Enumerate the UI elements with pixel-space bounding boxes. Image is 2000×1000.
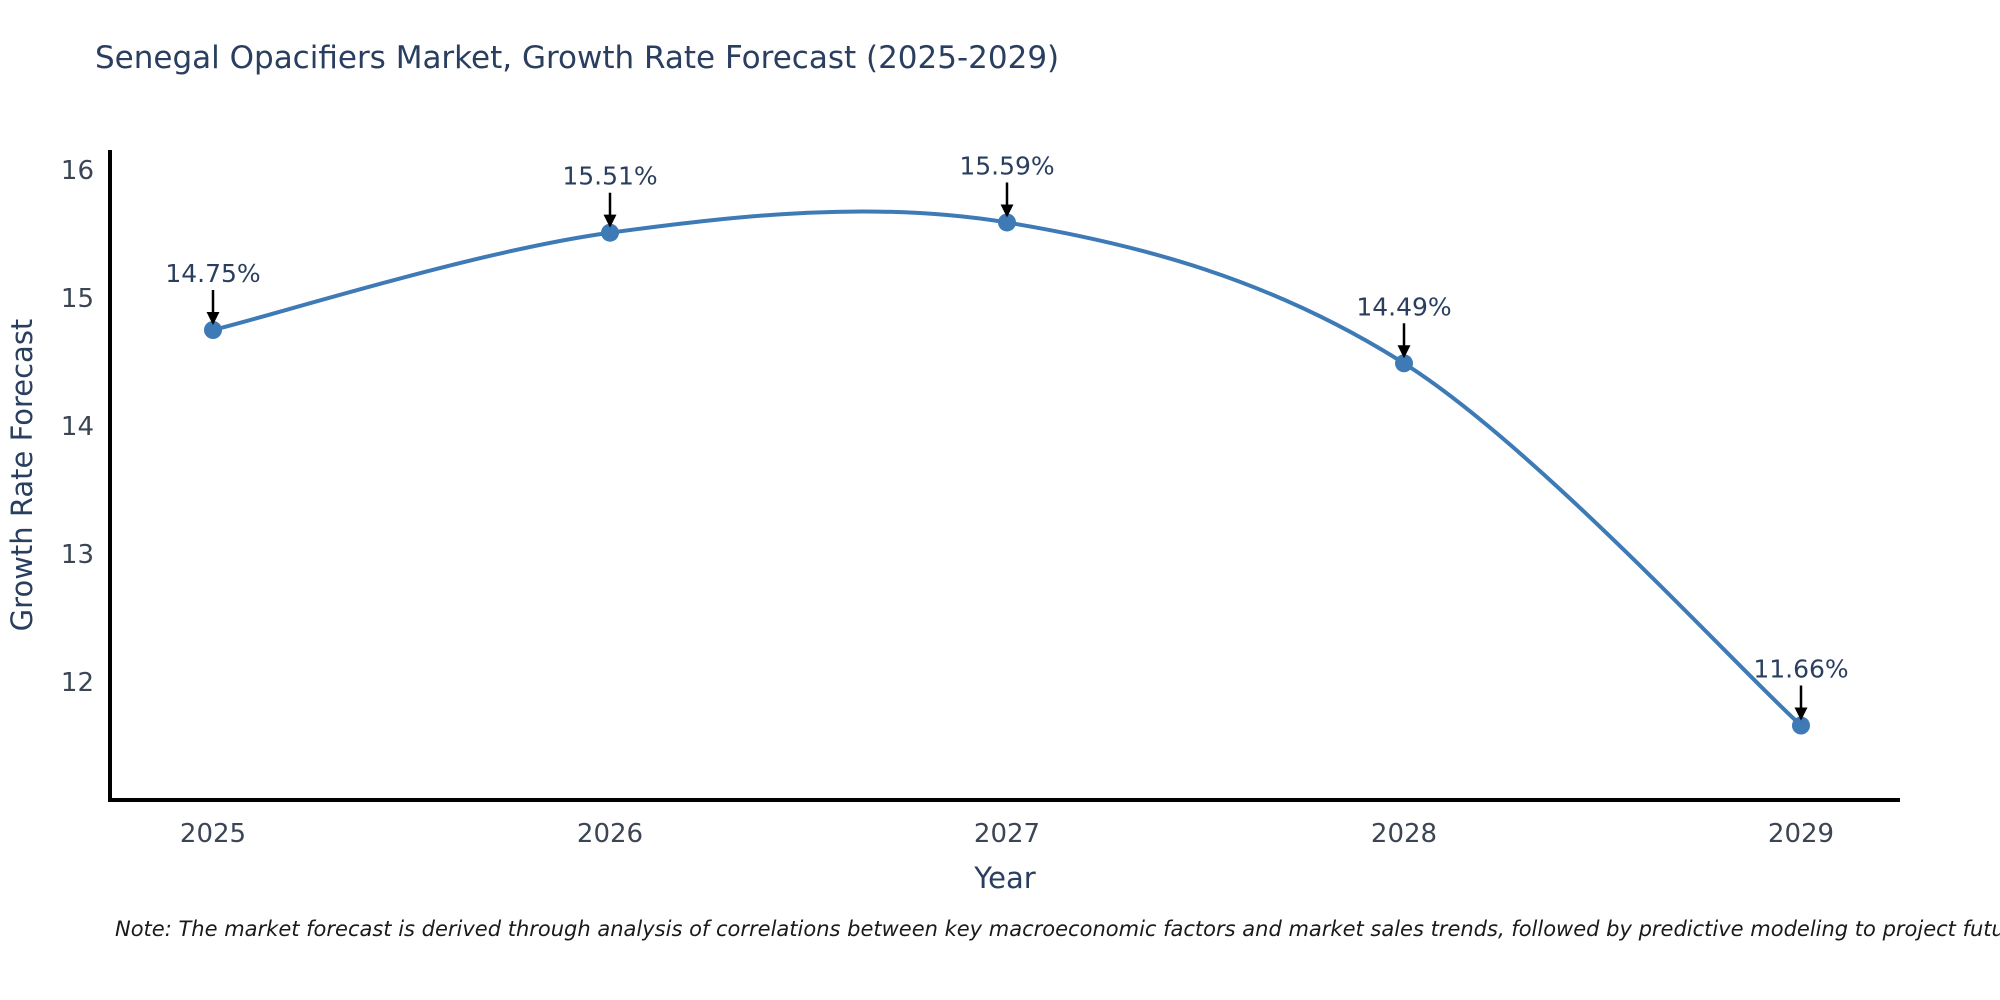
y-tick-label: 16 xyxy=(61,156,94,186)
x-tick-label: 2029 xyxy=(1768,819,1834,849)
data-point-label: 11.66% xyxy=(1753,655,1848,684)
y-tick-label: 13 xyxy=(61,540,94,570)
x-tick-label: 2027 xyxy=(974,819,1040,849)
data-point-marker xyxy=(601,223,619,242)
data-point-marker xyxy=(204,321,222,339)
data-point-label: 14.75% xyxy=(165,259,260,288)
x-tick-label: 2025 xyxy=(180,819,246,849)
x-tick-label: 2028 xyxy=(1371,819,1437,849)
y-tick-label: 15 xyxy=(61,284,94,314)
data-point-label: 14.49% xyxy=(1356,292,1451,321)
data-point-label: 15.59% xyxy=(959,151,1054,180)
chart-footnote: Note: The market forecast is derived thr… xyxy=(115,917,2000,941)
y-axis-title: Growth Rate Forecast xyxy=(5,319,39,632)
data-point-marker xyxy=(1792,716,1810,735)
y-tick-label: 12 xyxy=(61,668,94,698)
trend-line xyxy=(211,209,1803,728)
x-tick-label: 2026 xyxy=(577,819,643,849)
data-point-marker xyxy=(998,213,1016,232)
data-point-marker xyxy=(1395,354,1413,373)
x-axis-title: Year xyxy=(973,861,1035,895)
chart-title: Senegal Opacifiers Market, Growth Rate F… xyxy=(95,40,1060,76)
y-tick-label: 14 xyxy=(61,412,94,442)
data-point-label: 15.51% xyxy=(562,162,657,191)
